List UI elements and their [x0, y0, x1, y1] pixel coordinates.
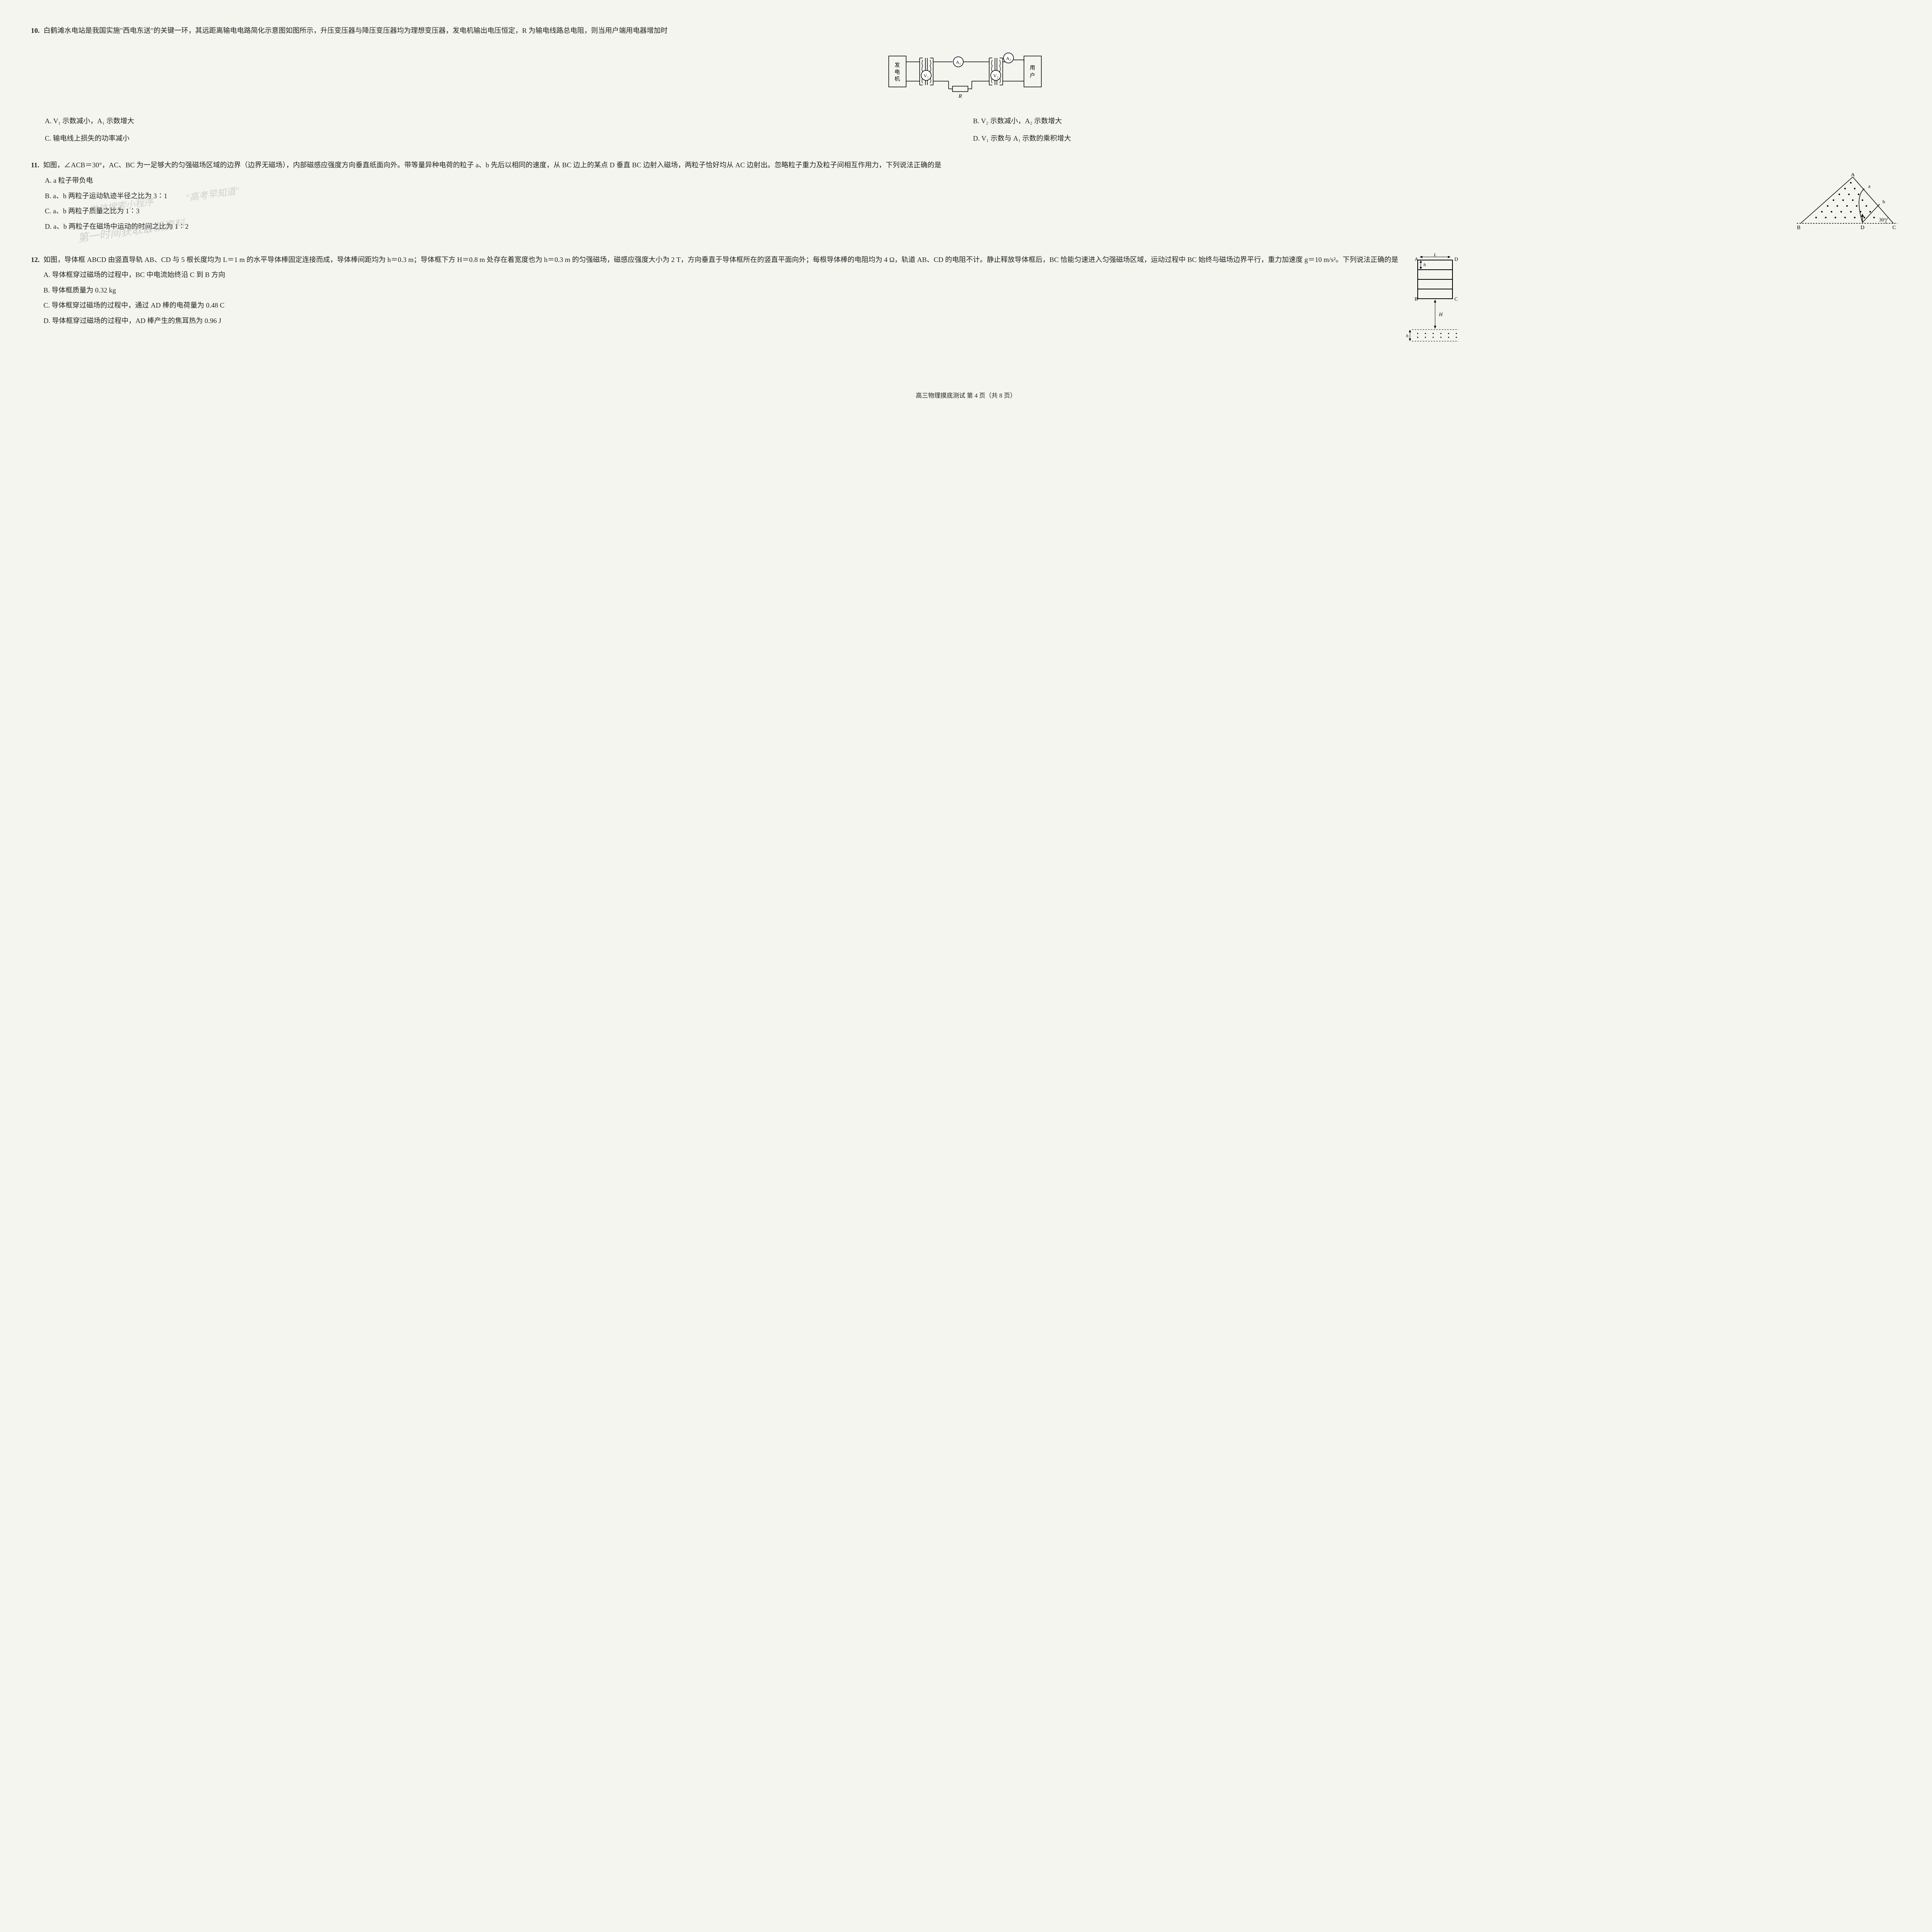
- question-header: 12. 如图，导体框 ABCD 由竖直导轨 AB、CD 与 5 根长度均为 L＝…: [31, 252, 1901, 366]
- question-12: 12. 如图，导体框 ABCD 由竖直导轨 AB、CD 与 5 根长度均为 L＝…: [31, 252, 1901, 366]
- option-d: D. 导体框穿过磁场的过程中，AD 棒产生的焦耳热为 0.96 J: [44, 313, 1398, 329]
- question-text: 白鹤滩水电站是我国实施"西电东送"的关键一环，其远距离输电电路简化示意图如图所示…: [44, 23, 668, 39]
- v2-label: V₂: [993, 73, 998, 78]
- question-header: 10. 白鹤滩水电站是我国实施"西电东送"的关键一环，其远距离输电电路简化示意图…: [31, 23, 1901, 39]
- svg-text:h: h: [1423, 262, 1426, 267]
- question-body: A. a 粒子带负电 B. a、b 两粒子运动轨迹半径之比为 3∶1 C. a、…: [31, 173, 1901, 241]
- option-c: C. 输电线上损失的功率减小: [45, 131, 973, 146]
- svg-text:B: B: [1797, 225, 1800, 231]
- options-row-2: C. 输电线上损失的功率减小 D. V₁ 示数与 A₁ 示数的乘积增大: [45, 131, 1901, 146]
- option-a: A. V₁ 示数减小，A₁ 示数增大: [45, 114, 973, 129]
- svg-text:C: C: [1892, 225, 1896, 231]
- svg-text:30°: 30°: [1879, 217, 1886, 223]
- generator-label: 发: [895, 62, 900, 68]
- svg-text:a: a: [1868, 183, 1871, 189]
- question-text: 如图，∠ACB＝30°，AC、BC 为一足够大的匀强磁场区域的边界（边界无磁场）…: [43, 158, 942, 173]
- question-number: 10.: [31, 23, 40, 39]
- v1-label: V₁: [924, 73, 929, 78]
- question-text: 如图，导体框 ABCD 由竖直导轨 AB、CD 与 5 根长度均为 L＝1 m …: [44, 252, 1468, 366]
- svg-text:D: D: [1861, 225, 1864, 231]
- option-b: B. a、b 两粒子运动轨迹半径之比为 3∶1: [45, 189, 1785, 204]
- a2-label: A₂: [1006, 56, 1011, 61]
- option-d: D. a、b 两粒子在磁场中运动的时间之比为 1∶2: [45, 219, 1785, 235]
- options-column: A. a 粒子带负电 B. a、b 两粒子运动轨迹半径之比为 3∶1 C. a、…: [31, 173, 1785, 234]
- option-b: B. 导体框质量为 0.32 kg: [44, 283, 1398, 298]
- question-11: 微信搜索小程序 "高考早知道" 第一时间获取最新资料 11. 如图，∠ACB＝3…: [31, 158, 1901, 240]
- triangle-diagram: A B C D 30° a: [1793, 173, 1901, 241]
- question-header: 11. 如图，∠ACB＝30°，AC、BC 为一足够大的匀强磁场区域的边界（边界…: [31, 158, 1901, 173]
- option-c: C. a、b 两粒子质量之比为 1∶3: [45, 204, 1785, 219]
- options-row-1: A. V₁ 示数减小，A₁ 示数增大 B. V₂ 示数减小，A₂ 示数增大: [45, 114, 1901, 129]
- svg-text:户: 户: [1030, 72, 1035, 79]
- question-number: 11.: [31, 158, 39, 173]
- svg-text:H: H: [1439, 311, 1443, 317]
- a1-label: A₁: [956, 60, 961, 65]
- svg-text:h: h: [1406, 333, 1408, 338]
- svg-text:A: A: [1851, 173, 1855, 178]
- option-d: D. V₁ 示数与 A₁ 示数的乘积增大: [973, 131, 1901, 146]
- svg-text:L: L: [1433, 252, 1436, 257]
- option-c: C. 导体框穿过磁场的过程中，通过 AD 棒的电荷量为 0.48 C: [44, 298, 1398, 313]
- option-b: B. V₂ 示数减小，A₂ 示数增大: [973, 114, 1901, 129]
- svg-text:D: D: [1454, 256, 1458, 262]
- svg-text:C: C: [1454, 296, 1458, 302]
- option-a: A. a 粒子带负电: [45, 173, 1785, 189]
- svg-text:B: B: [1415, 296, 1418, 302]
- option-a: A. 导体框穿过磁场的过程中，BC 中电流始终沿 C 到 B 方向: [44, 267, 1398, 283]
- conductor-frame-diagram: A D B C L h: [1406, 252, 1468, 366]
- question-10: 10. 白鹤滩水电站是我国实施"西电东送"的关键一环，其远距离输电电路简化示意图…: [31, 23, 1901, 146]
- user-label: 用: [1030, 65, 1035, 71]
- circuit-diagram: 发 电 机 V₁ A₁: [31, 44, 1901, 108]
- r-label: R: [958, 94, 962, 99]
- svg-text:A: A: [1415, 256, 1418, 262]
- svg-text:b: b: [1883, 199, 1885, 204]
- page-footer: 高三物理摸底测试 第 4 页（共 8 页）: [31, 389, 1901, 403]
- question-number: 12.: [31, 252, 40, 268]
- svg-text:机: 机: [895, 76, 900, 82]
- svg-text:电: 电: [895, 69, 900, 75]
